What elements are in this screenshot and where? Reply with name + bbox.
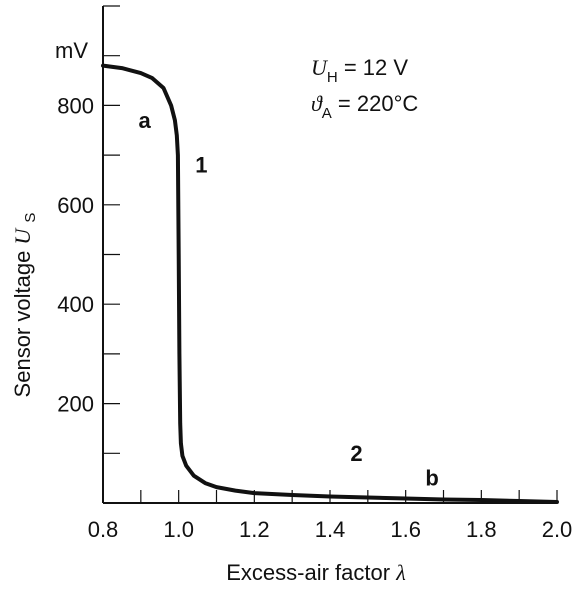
operating-conditions: UH = 12 V ϑA = 220°C	[311, 55, 418, 122]
y-tick-label: 600	[57, 193, 94, 218]
condition-symbol: ϑ	[311, 91, 323, 116]
condition-line: ϑA = 220°C	[311, 91, 418, 122]
y-unit-label: mV	[55, 38, 88, 63]
curve-annotation: b	[425, 466, 438, 491]
x-tick-label: 0.8	[88, 517, 119, 542]
x-tick-label: 1.0	[163, 517, 194, 542]
x-tick-label: 1.6	[390, 517, 421, 542]
y-tick-label: 400	[57, 292, 94, 317]
tick-labels: 200 400 600 800 0.8 1.0 1.2 1.4 1.6 1.8 2.0	[57, 93, 572, 542]
curve-annotation: a	[138, 108, 151, 133]
condition-symbol: U	[311, 55, 329, 80]
x-tick-label: 1.2	[239, 517, 270, 542]
condition-subscript: H	[327, 69, 338, 86]
x-axis-symbol: λ	[395, 560, 406, 585]
x-tick-label: 2.0	[542, 517, 572, 542]
svg-text:Sensor voltage U: Sensor voltage U S	[10, 213, 39, 398]
y-axis-title-text: Sensor voltage	[10, 251, 35, 398]
x-tick-label: 1.4	[315, 517, 346, 542]
y-tick-label: 800	[57, 93, 94, 118]
annotations: a 1 2 b	[138, 108, 438, 491]
condition-value: = 12 V	[338, 55, 409, 80]
x-axis-title: Excess-air factor λ	[226, 560, 405, 585]
x-tick-label: 1.8	[466, 517, 497, 542]
y-axis-subscript: S	[22, 213, 39, 223]
y-axis-symbol: U	[10, 227, 35, 245]
curve-annotation: 1	[195, 152, 207, 177]
condition-subscript: A	[322, 105, 332, 122]
condition-value: = 220°C	[332, 91, 419, 116]
x-axis-title-text: Excess-air factor	[226, 560, 390, 585]
sensor-voltage-curve	[101, 63, 559, 504]
curve-annotation: 2	[350, 441, 362, 466]
y-axis-title: Sensor voltage U S	[10, 213, 39, 398]
condition-line: UH = 12 V	[311, 55, 408, 86]
y-tick-label: 200	[57, 392, 94, 417]
